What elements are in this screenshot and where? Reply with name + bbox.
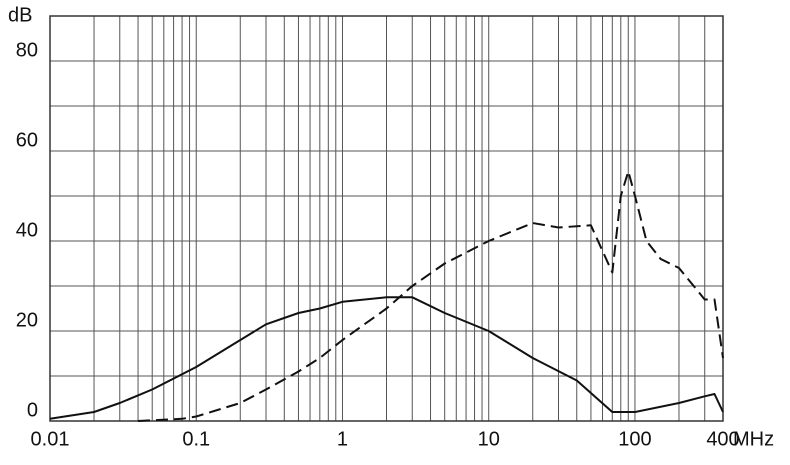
x-unit: MHz	[733, 428, 774, 450]
x-tick-label: 400	[706, 428, 739, 450]
y-tick-label: 0	[27, 399, 38, 421]
y-tick-label: 80	[16, 39, 38, 61]
y-unit: dB	[8, 4, 32, 26]
y-tick-label: 40	[16, 219, 38, 241]
y-tick-label: 60	[16, 129, 38, 151]
x-tick-label: 100	[618, 428, 651, 450]
x-tick-label: 1	[337, 428, 348, 450]
x-tick-label: 0.1	[182, 428, 210, 450]
x-tick-label: 0.01	[31, 428, 70, 450]
y-tick-label: 20	[16, 309, 38, 331]
x-tick-label: 10	[478, 428, 500, 450]
plot-frame	[49, 15, 724, 422]
data-line	[137, 170, 724, 422]
